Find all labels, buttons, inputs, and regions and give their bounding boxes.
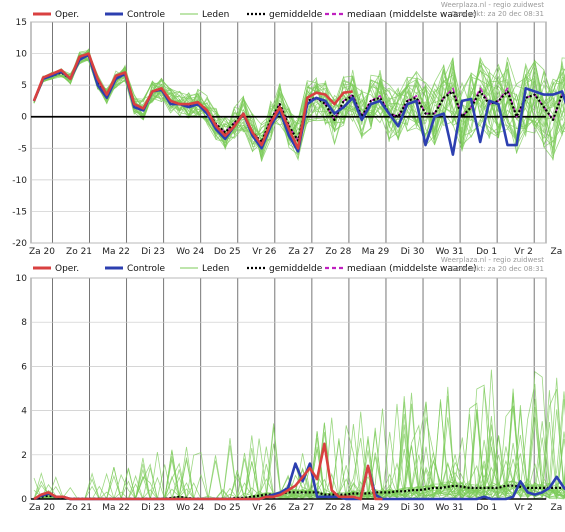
- x-tick-label: Do 25: [214, 503, 241, 513]
- member-line: [33, 48, 565, 156]
- legend-label: mediaan (middelste waarde): [347, 264, 477, 274]
- legend-label: Oper.: [55, 264, 79, 274]
- x-tick-label: Ma 29: [362, 503, 390, 513]
- x-tick-label: Di 30: [401, 503, 425, 513]
- x-tick-label: Do 1: [476, 503, 497, 513]
- legend-label: gemiddelde: [269, 10, 323, 20]
- credit-timestamp: Gemaakt: za 20 dec 08:31: [451, 265, 544, 273]
- x-tick-label: Za 20: [29, 503, 55, 513]
- x-tick-label: Zo 21: [66, 247, 92, 257]
- y-tick-label: 10: [16, 50, 28, 60]
- x-tick-label: Ma 29: [362, 247, 390, 257]
- x-tick-label: Di 23: [141, 247, 165, 257]
- y-tick-label: 15: [16, 18, 27, 28]
- x-tick-label: Di 23: [141, 503, 165, 513]
- legend-label: Leden: [202, 10, 229, 20]
- plot-area: [30, 277, 547, 500]
- legend-label: Controle: [127, 264, 166, 274]
- x-tick-label: Do 1: [476, 247, 497, 257]
- y-tick-label: -5: [18, 144, 27, 154]
- x-tick-label: Za 3: [551, 247, 565, 257]
- member-line: [33, 57, 565, 152]
- y-tick-label: -10: [12, 176, 27, 186]
- credit-timestamp: Gemaakt: za 20 dec 08:31: [451, 10, 544, 18]
- x-tick-label: Do 25: [214, 247, 241, 257]
- x-tick-label: Vr 26: [252, 503, 276, 513]
- legend-label: gemiddelde: [269, 264, 323, 274]
- x-tick-label: Di 30: [401, 247, 425, 257]
- y-tick-label: 4: [21, 407, 27, 417]
- y-tick-label: 5: [21, 81, 27, 91]
- x-tick-label: Za 3: [551, 503, 565, 513]
- member-line: [33, 57, 565, 159]
- x-tick-label: Zo 28: [325, 247, 351, 257]
- y-tick-label: 8: [21, 318, 27, 328]
- y-tick-label: -20: [12, 239, 27, 249]
- x-tick-label: Zo 21: [66, 503, 92, 513]
- y-tick-label: 2: [21, 451, 27, 461]
- y-tick-label: 0: [21, 113, 27, 123]
- x-tick-label: Za 27: [288, 247, 314, 257]
- x-tick-label: Wo 24: [176, 503, 204, 513]
- legend-label: Leden: [202, 264, 229, 274]
- x-tick-label: Vr 2: [514, 503, 532, 513]
- y-tick-label: -15: [12, 207, 27, 217]
- y-tick-label: 10: [16, 274, 28, 284]
- x-tick-label: Zo 28: [325, 503, 351, 513]
- x-tick-label: Vr 2: [514, 247, 532, 257]
- legend: Oper. Controle Leden gemiddelde mediaan (mid…: [33, 264, 477, 274]
- y-tick-label: 0: [21, 495, 27, 505]
- legend-label: mediaan (middelste waarde): [347, 10, 477, 20]
- x-tick-label: Wo 31: [435, 247, 463, 257]
- x-tick-label: Za 27: [288, 503, 314, 513]
- x-tick-label: Ma 22: [102, 247, 130, 257]
- x-tick-label: Za 20: [29, 247, 55, 257]
- series-line-gemiddelde: [33, 484, 565, 501]
- legend: Oper. Controle Leden gemiddelde mediaan (mid…: [33, 10, 477, 20]
- chart-panel-2: 10 8 6 4 2 0Za 20 Zo 21 Ma 22 Di 23 Wo 24 Do 25 Vr …: [16, 256, 565, 513]
- credit-source: Weerplaza.nl - regio zuidwest: [441, 1, 544, 9]
- x-tick-label: Ma 22: [102, 503, 130, 513]
- y-tick-label: 6: [21, 362, 27, 372]
- legend-label: Oper.: [55, 10, 79, 20]
- x-tick-label: Wo 31: [435, 503, 463, 513]
- legend-label: Controle: [127, 10, 166, 20]
- series-line-oper: [32, 52, 353, 150]
- x-tick-label: Vr 26: [252, 247, 276, 257]
- series-line-oper: [33, 442, 383, 501]
- credit-source: Weerplaza.nl - regio zuidwest: [441, 256, 544, 264]
- x-tick-label: Wo 24: [176, 247, 204, 257]
